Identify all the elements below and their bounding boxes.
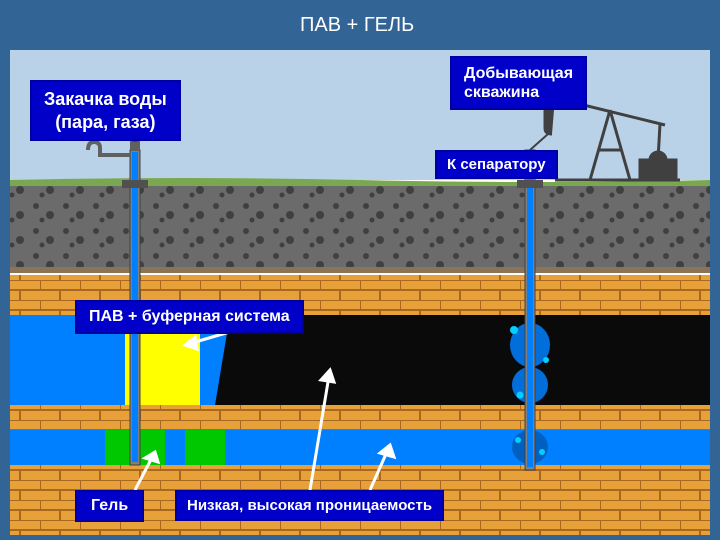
label-injection: Закачка воды (пара, газа) <box>30 80 181 141</box>
label-production-well-text: Добывающая скважина <box>464 65 573 101</box>
label-gel-text: Гель <box>91 497 128 514</box>
label-pav-buffer-text: ПАВ + буферная система <box>89 308 290 325</box>
label-separator: К сепаратору <box>435 150 558 179</box>
label-production-well: Добывающая скважина <box>450 56 587 110</box>
label-separator-text: К сепаратору <box>447 156 546 173</box>
label-injection-text: Закачка воды (пара, газа) <box>44 89 167 132</box>
label-permeability-text: Низкая, высокая проницаемость <box>187 497 432 514</box>
overburden <box>10 186 710 270</box>
gel-zone-2 <box>185 430 225 465</box>
mid-brick <box>10 405 710 430</box>
diagram-root: ПАВ + ГЕЛЬ Закачка воды (пара, газа) Доб… <box>0 0 720 540</box>
label-pav-buffer: ПАВ + буферная система <box>75 300 304 334</box>
label-gel: Гель <box>75 490 144 522</box>
diagram-title: ПАВ + ГЕЛЬ <box>300 14 414 37</box>
label-permeability: Низкая, высокая проницаемость <box>175 490 444 521</box>
